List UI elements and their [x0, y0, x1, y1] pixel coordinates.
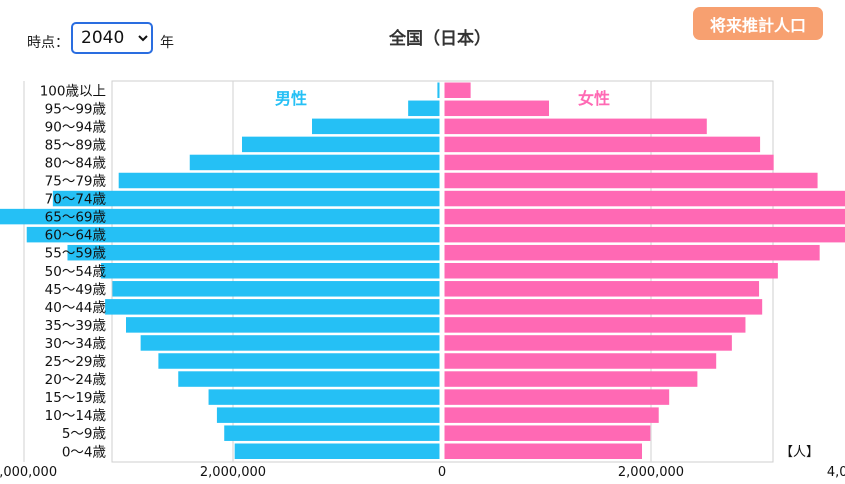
male-bar: [126, 317, 440, 333]
age-group-label: 0〜4歳: [62, 444, 107, 460]
female-legend-label: 女性: [578, 89, 610, 108]
unit-label: 【人】: [780, 445, 819, 460]
year-suffix-label: 年: [160, 35, 174, 51]
male-bar: [112, 281, 440, 297]
female-bar: [444, 443, 643, 459]
age-group-label: 70〜74歳: [45, 192, 107, 208]
time-point-label: 時点：: [27, 35, 69, 51]
male-bar: [100, 263, 440, 279]
female-bar: [444, 425, 651, 441]
male-bar: [178, 371, 440, 387]
age-group-label: 35〜39歳: [45, 318, 107, 334]
male-bar: [408, 100, 440, 117]
female-bar: [444, 208, 845, 225]
age-group-label: 90〜94歳: [45, 119, 107, 135]
male-bar: [140, 335, 440, 351]
age-group-label: 30〜34歳: [45, 336, 107, 352]
age-group-label: 50〜54歳: [45, 264, 107, 280]
age-group-label: 95〜99歳: [45, 101, 107, 117]
female-bar: [444, 244, 820, 261]
male-bar: [158, 353, 440, 369]
x-tick-label: 0: [438, 465, 446, 480]
age-group-label: 20〜24歳: [45, 372, 107, 388]
male-bar: [312, 118, 440, 135]
male-bar: [224, 425, 440, 441]
male-bar: [208, 389, 440, 405]
age-group-label: 40〜44歳: [45, 300, 107, 316]
male-bar: [67, 244, 440, 261]
male-bar: [241, 136, 440, 153]
female-bar: [444, 190, 845, 207]
age-group-label: 15〜19歳: [45, 390, 107, 406]
age-group-label: 55〜59歳: [45, 246, 107, 262]
male-bar: [216, 407, 440, 423]
age-group-label: 80〜84歳: [45, 155, 107, 171]
age-group-label: 25〜29歳: [45, 354, 107, 370]
female-bar: [444, 407, 659, 423]
male-bar: [26, 226, 440, 243]
x-tick-label: 2,000,000: [618, 465, 684, 480]
male-bar: [0, 208, 440, 225]
male-bar: [189, 154, 440, 171]
male-bar: [118, 172, 440, 189]
female-bar: [444, 371, 698, 387]
age-group-label: 85〜89歳: [45, 137, 107, 153]
age-group-label: 45〜49歳: [45, 282, 107, 298]
age-group-label: 75〜79歳: [45, 174, 107, 190]
age-group-label: 10〜14歳: [45, 408, 107, 424]
female-bar: [444, 281, 760, 297]
axis-labels: 6,000,0004,000,0002,000,00002,000,0004,0…: [0, 83, 845, 480]
x-tick-label: 4,000,000: [0, 465, 57, 480]
female-bar: [444, 172, 818, 189]
age-group-label: 65〜69歳: [45, 210, 107, 226]
x-tick-label: 4,000,000: [827, 465, 845, 480]
age-group-label: 100歳以上: [40, 83, 106, 99]
female-bar: [444, 100, 549, 117]
female-bar: [444, 118, 707, 135]
male-bar: [437, 82, 440, 98]
female-bar: [444, 353, 717, 369]
age-group-label: 60〜64歳: [45, 228, 107, 244]
male-bar: [234, 443, 440, 459]
female-bar: [444, 389, 670, 405]
female-bar: [444, 226, 845, 243]
female-bar: [444, 317, 746, 333]
bars: [0, 82, 845, 459]
male-bar: [105, 299, 440, 315]
male-bar: [52, 190, 440, 207]
year-select[interactable]: 2040: [71, 22, 153, 54]
future-projection-button[interactable]: 将来推計人口: [693, 7, 823, 40]
female-bar: [444, 154, 774, 171]
chart-title: 全国（日本）: [389, 29, 491, 49]
female-bar: [444, 335, 732, 351]
female-bar: [444, 136, 761, 153]
female-bar: [444, 299, 763, 315]
male-legend-label: 男性: [275, 89, 307, 108]
x-tick-label: 2,000,000: [200, 465, 266, 480]
female-bar: [444, 82, 471, 98]
female-bar: [444, 263, 778, 279]
age-group-label: 5〜9歳: [62, 426, 107, 442]
